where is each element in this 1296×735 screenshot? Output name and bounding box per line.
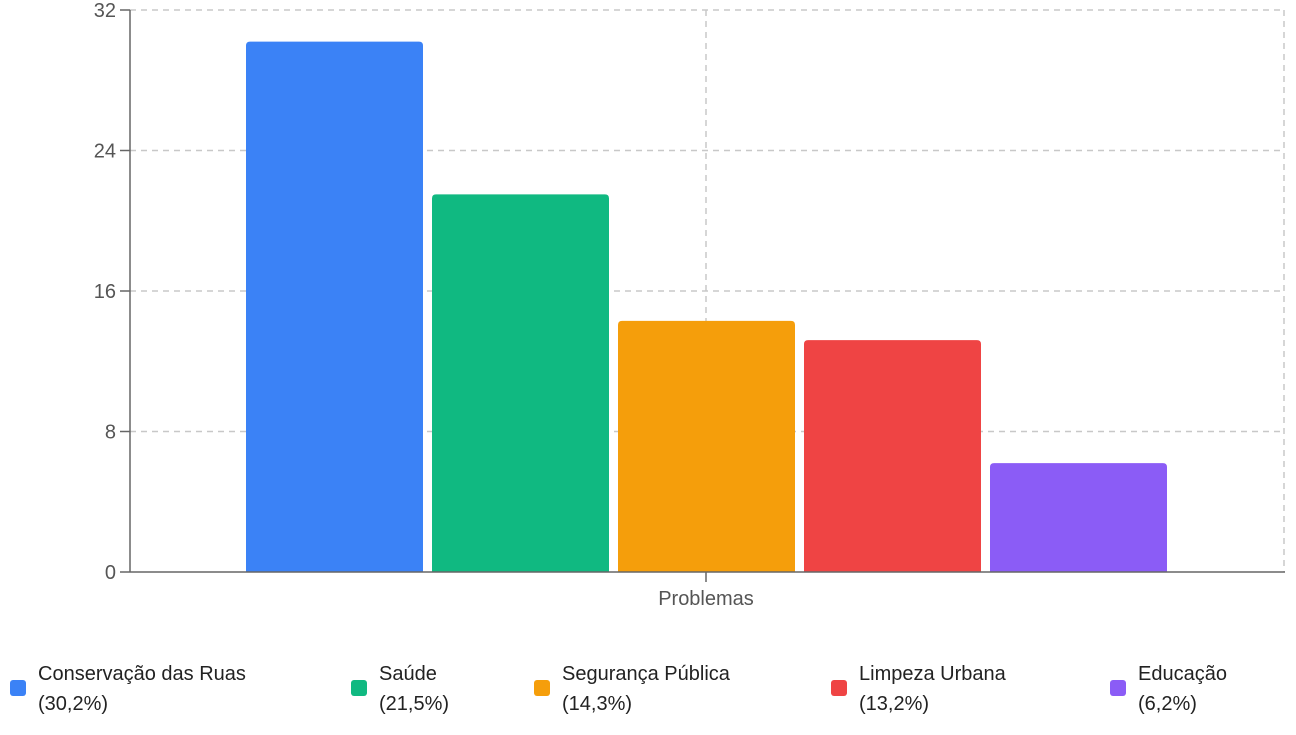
y-tick-label: 16 xyxy=(94,281,116,303)
legend-item: Limpeza Urbana (13,2%) xyxy=(831,663,1007,715)
y-tick-label: 0 xyxy=(105,562,116,584)
legend-label: Limpeza Urbana xyxy=(859,663,1007,685)
legend: Conservação das Ruas(30,2%)Saúde(21,5%)S… xyxy=(10,663,1227,715)
bar-2 xyxy=(432,194,609,572)
legend-item: Segurança Pública (14,3%) xyxy=(534,663,731,715)
legend-swatch xyxy=(534,680,550,696)
legend-swatch xyxy=(1110,680,1126,696)
legend-label: Saúde xyxy=(379,663,437,685)
bars xyxy=(246,41,1167,573)
axes: 0 8 16 24 32 Problemas xyxy=(94,0,1285,610)
legend-swatch xyxy=(831,680,847,696)
bar-3 xyxy=(618,320,795,572)
bar-1 xyxy=(246,41,423,573)
y-tick-label: 32 xyxy=(94,0,116,22)
bar-5 xyxy=(990,463,1167,572)
legend-percent: (6,2%) xyxy=(1138,693,1197,715)
y-tick-label: 8 xyxy=(105,422,116,444)
legend-item: Educação (6,2%) xyxy=(1110,663,1227,715)
legend-swatch xyxy=(10,680,26,696)
y-tick-label: 24 xyxy=(94,141,116,163)
legend-label: Educação xyxy=(1138,663,1227,685)
legend-swatch xyxy=(351,680,367,696)
legend-label: Conservação das Ruas xyxy=(38,663,246,685)
legend-label: Segurança Pública xyxy=(562,663,731,685)
legend-item: Conservação das Ruas (30,2%) xyxy=(10,663,246,715)
bar-4 xyxy=(804,340,981,572)
legend-percent: (14,3%) xyxy=(562,693,632,715)
x-tick-label: Problemas xyxy=(658,588,754,610)
legend-percent: (21,5%) xyxy=(379,693,449,715)
legend-percent: (13,2%) xyxy=(859,693,929,715)
legend-percent: (30,2%) xyxy=(38,693,108,715)
legend-item: Saúde (21,5%) xyxy=(351,663,449,715)
